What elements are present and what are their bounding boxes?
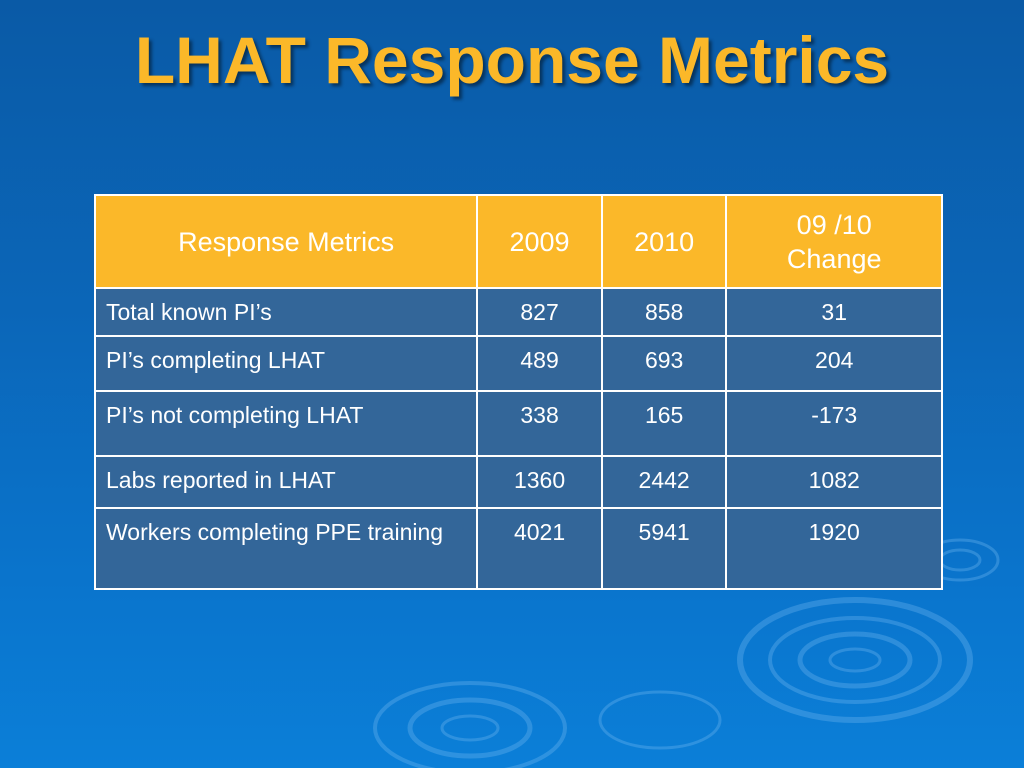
column-header-2009: 2009 bbox=[476, 194, 603, 289]
metric-cell: Total known PI’s bbox=[93, 287, 479, 337]
value-2010-cell: 693 bbox=[600, 335, 728, 392]
response-metrics-table: Response Metrics 2009 2010 09 /10 Change… bbox=[93, 194, 943, 590]
table-row: Labs reported in LHAT 1360 2442 1082 bbox=[93, 455, 943, 509]
change-cell: 31 bbox=[725, 287, 943, 337]
value-2010-cell: 858 bbox=[600, 287, 728, 337]
column-header-change-label: 09 /10 Change bbox=[786, 209, 882, 274]
value-2010-cell: 165 bbox=[600, 390, 728, 457]
metric-cell: Labs reported in LHAT bbox=[93, 455, 479, 509]
change-cell: 204 bbox=[725, 335, 943, 392]
change-cell: 1920 bbox=[725, 507, 943, 590]
value-2009-cell: 1360 bbox=[476, 455, 603, 509]
table-row: Total known PI’s 827 858 31 bbox=[93, 287, 943, 337]
change-cell: -173 bbox=[725, 390, 943, 457]
table-row: PI’s not completing LHAT 338 165 -173 bbox=[93, 390, 943, 457]
value-2010-cell: 2442 bbox=[600, 455, 728, 509]
change-cell: 1082 bbox=[725, 455, 943, 509]
table-row: PI’s completing LHAT 489 693 204 bbox=[93, 335, 943, 392]
value-2010-cell: 5941 bbox=[600, 507, 728, 590]
metric-cell: PI’s completing LHAT bbox=[93, 335, 479, 392]
value-2009-cell: 827 bbox=[476, 287, 603, 337]
value-2009-cell: 489 bbox=[476, 335, 603, 392]
column-header-change: 09 /10 Change bbox=[725, 194, 943, 289]
slide-title: LHAT Response Metrics bbox=[134, 23, 890, 97]
column-header-metric: Response Metrics bbox=[93, 194, 479, 289]
metric-cell: PI’s not completing LHAT bbox=[93, 390, 479, 457]
value-2009-cell: 4021 bbox=[476, 507, 603, 590]
table-row: Workers completing PPE training 4021 594… bbox=[93, 507, 943, 590]
value-2009-cell: 338 bbox=[476, 390, 603, 457]
column-header-2010: 2010 bbox=[600, 194, 728, 289]
metric-cell: Workers completing PPE training bbox=[93, 507, 479, 590]
table-header-row: Response Metrics 2009 2010 09 /10 Change bbox=[93, 194, 943, 289]
